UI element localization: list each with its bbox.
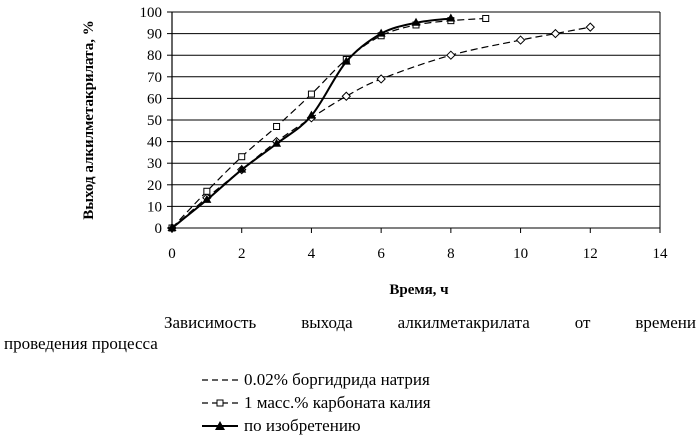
y-tick-labels: 0 10 20 30 40 50 60 70 80 90 100 — [140, 5, 163, 237]
legend-label-borohydride: 0.02% боргидрида натрия — [244, 370, 430, 390]
y-tick-label: 60 — [147, 91, 162, 107]
series-point-0 — [377, 75, 385, 83]
legend-item-borohydride: 0.02% боргидрида натрия — [200, 368, 431, 391]
yield-chart: 0 10 20 30 40 50 60 70 80 90 100 0 2 4 6 8 10 12 14 Выход… — [0, 0, 700, 310]
y-tick-label: 100 — [140, 5, 163, 21]
y-tick-label: 30 — [147, 156, 162, 172]
x-tick-labels: 0 2 4 6 8 10 12 14 — [168, 246, 668, 262]
series-line-0 — [172, 27, 590, 228]
series-line-1 — [172, 18, 486, 228]
x-tick-label: 14 — [653, 246, 669, 262]
series-point-1 — [274, 123, 280, 129]
gridlines — [172, 12, 660, 228]
series-point-1 — [204, 188, 210, 194]
caption-line-2: проведения процесса — [4, 333, 696, 354]
axes — [167, 12, 660, 233]
legend-swatch-carbonate — [200, 396, 240, 410]
caption-word: выхода — [301, 312, 353, 333]
y-tick-label: 70 — [147, 70, 162, 86]
series-point-0 — [551, 30, 559, 38]
legend-item-invention: по изобретению — [200, 414, 431, 437]
series-line-2 — [172, 18, 451, 228]
series-point-0 — [517, 36, 525, 44]
series-point-1 — [308, 91, 314, 97]
caption-word: Зависимость — [164, 312, 256, 333]
x-tick-label: 12 — [583, 246, 598, 262]
caption-line-1: Зависимость выхода алкилметакрилата от време… — [4, 312, 696, 333]
x-tick-label: 6 — [377, 246, 385, 262]
y-tick-label: 50 — [147, 113, 162, 129]
series-point-0 — [586, 23, 594, 31]
legend-label-invention: по изобретению — [244, 416, 361, 436]
x-tick-label: 0 — [168, 246, 176, 262]
x-tick-label: 2 — [238, 246, 246, 262]
series-point-0 — [447, 51, 455, 59]
x-tick-label: 4 — [308, 246, 316, 262]
series-point-1 — [239, 154, 245, 160]
caption-word: от — [575, 312, 591, 333]
legend-swatch-borohydride — [200, 373, 240, 387]
series-point-0 — [342, 92, 350, 100]
series-point-1 — [483, 15, 489, 21]
legend-swatch-invention — [200, 419, 240, 433]
figure-caption: Зависимость выхода алкилметакрилата от време… — [4, 312, 696, 354]
legend-item-carbonate: 1 масс.% карбоната калия — [200, 391, 431, 414]
y-tick-label: 0 — [155, 221, 163, 237]
y-tick-label: 10 — [147, 199, 162, 215]
legend-label-carbonate: 1 масс.% карбоната калия — [244, 393, 431, 413]
series-lines — [168, 13, 595, 232]
x-axis-label: Время, ч — [389, 282, 449, 298]
caption-word: времени — [635, 312, 696, 333]
caption-word: алкилметакрилата — [398, 312, 530, 333]
y-tick-label: 40 — [147, 135, 162, 151]
x-tick-label: 10 — [513, 246, 528, 262]
legend: 0.02% боргидрида натрия 1 масс.% карбона… — [200, 368, 431, 437]
y-tick-label: 20 — [147, 178, 162, 194]
x-tick-label: 8 — [447, 246, 455, 262]
y-tick-label: 90 — [147, 27, 162, 43]
y-tick-label: 80 — [147, 48, 162, 64]
y-axis-label: Выход алкилметакрилата, % — [81, 20, 97, 219]
